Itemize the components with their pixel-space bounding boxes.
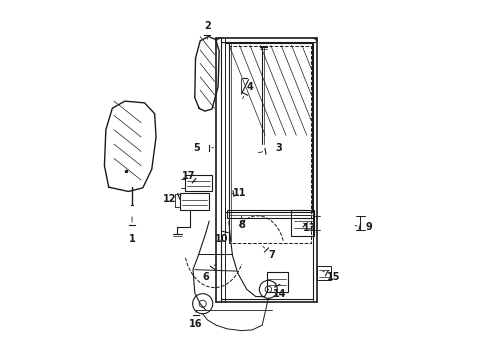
Text: 4: 4 (247, 82, 254, 92)
Text: 10: 10 (215, 234, 228, 244)
Text: 17: 17 (182, 171, 196, 181)
Text: 7: 7 (269, 250, 275, 260)
Text: 14: 14 (273, 289, 287, 299)
Text: 2: 2 (204, 21, 211, 31)
Text: 15: 15 (327, 272, 341, 282)
Text: 9: 9 (366, 222, 372, 231)
Text: 6: 6 (202, 272, 209, 282)
Bar (180, 193, 209, 211)
Bar (317, 266, 331, 280)
Text: 13: 13 (303, 224, 317, 233)
Bar (291, 211, 314, 235)
Text: 1: 1 (129, 234, 135, 244)
Text: 3: 3 (276, 143, 282, 153)
Text: 11: 11 (233, 188, 246, 198)
Bar (185, 175, 212, 192)
Text: 8: 8 (238, 220, 245, 230)
Text: 16: 16 (189, 319, 203, 329)
Text: 5: 5 (193, 143, 200, 153)
Text: 12: 12 (163, 194, 176, 204)
Bar (227, 210, 313, 218)
Bar (267, 272, 288, 292)
